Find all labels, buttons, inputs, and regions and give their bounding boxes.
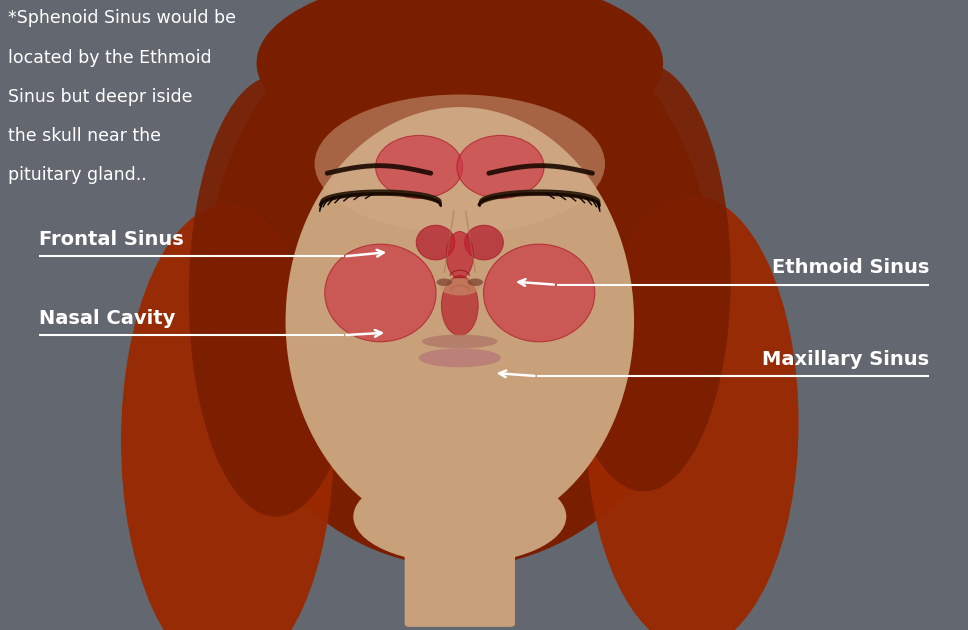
Text: Ethmoid Sinus: Ethmoid Sinus (771, 258, 929, 277)
Ellipse shape (422, 335, 498, 348)
Ellipse shape (208, 0, 711, 567)
Text: pituitary gland..: pituitary gland.. (8, 166, 146, 184)
Ellipse shape (418, 348, 501, 367)
Ellipse shape (439, 278, 480, 295)
Text: Nasal Cavity: Nasal Cavity (39, 309, 175, 328)
Ellipse shape (468, 278, 483, 286)
Text: located by the Ethmoid: located by the Ethmoid (8, 49, 211, 67)
Ellipse shape (557, 63, 731, 491)
Ellipse shape (437, 278, 452, 286)
Ellipse shape (441, 276, 478, 335)
Ellipse shape (457, 135, 544, 198)
Ellipse shape (315, 94, 605, 233)
FancyBboxPatch shape (405, 501, 515, 627)
Text: Frontal Sinus: Frontal Sinus (39, 230, 184, 249)
Ellipse shape (121, 205, 334, 630)
Ellipse shape (483, 244, 594, 342)
Text: Sinus but deepr iside: Sinus but deepr iside (8, 88, 193, 106)
Ellipse shape (446, 232, 473, 278)
Ellipse shape (286, 107, 634, 536)
Ellipse shape (324, 244, 436, 342)
Text: Maxillary Sinus: Maxillary Sinus (762, 350, 929, 369)
Ellipse shape (376, 135, 463, 198)
Ellipse shape (353, 469, 566, 564)
Text: *Sphenoid Sinus would be: *Sphenoid Sinus would be (8, 9, 236, 28)
Ellipse shape (189, 76, 363, 517)
Ellipse shape (257, 0, 663, 151)
Text: the skull near the: the skull near the (8, 127, 161, 145)
Ellipse shape (465, 225, 503, 260)
Ellipse shape (416, 225, 455, 260)
Ellipse shape (586, 195, 799, 630)
